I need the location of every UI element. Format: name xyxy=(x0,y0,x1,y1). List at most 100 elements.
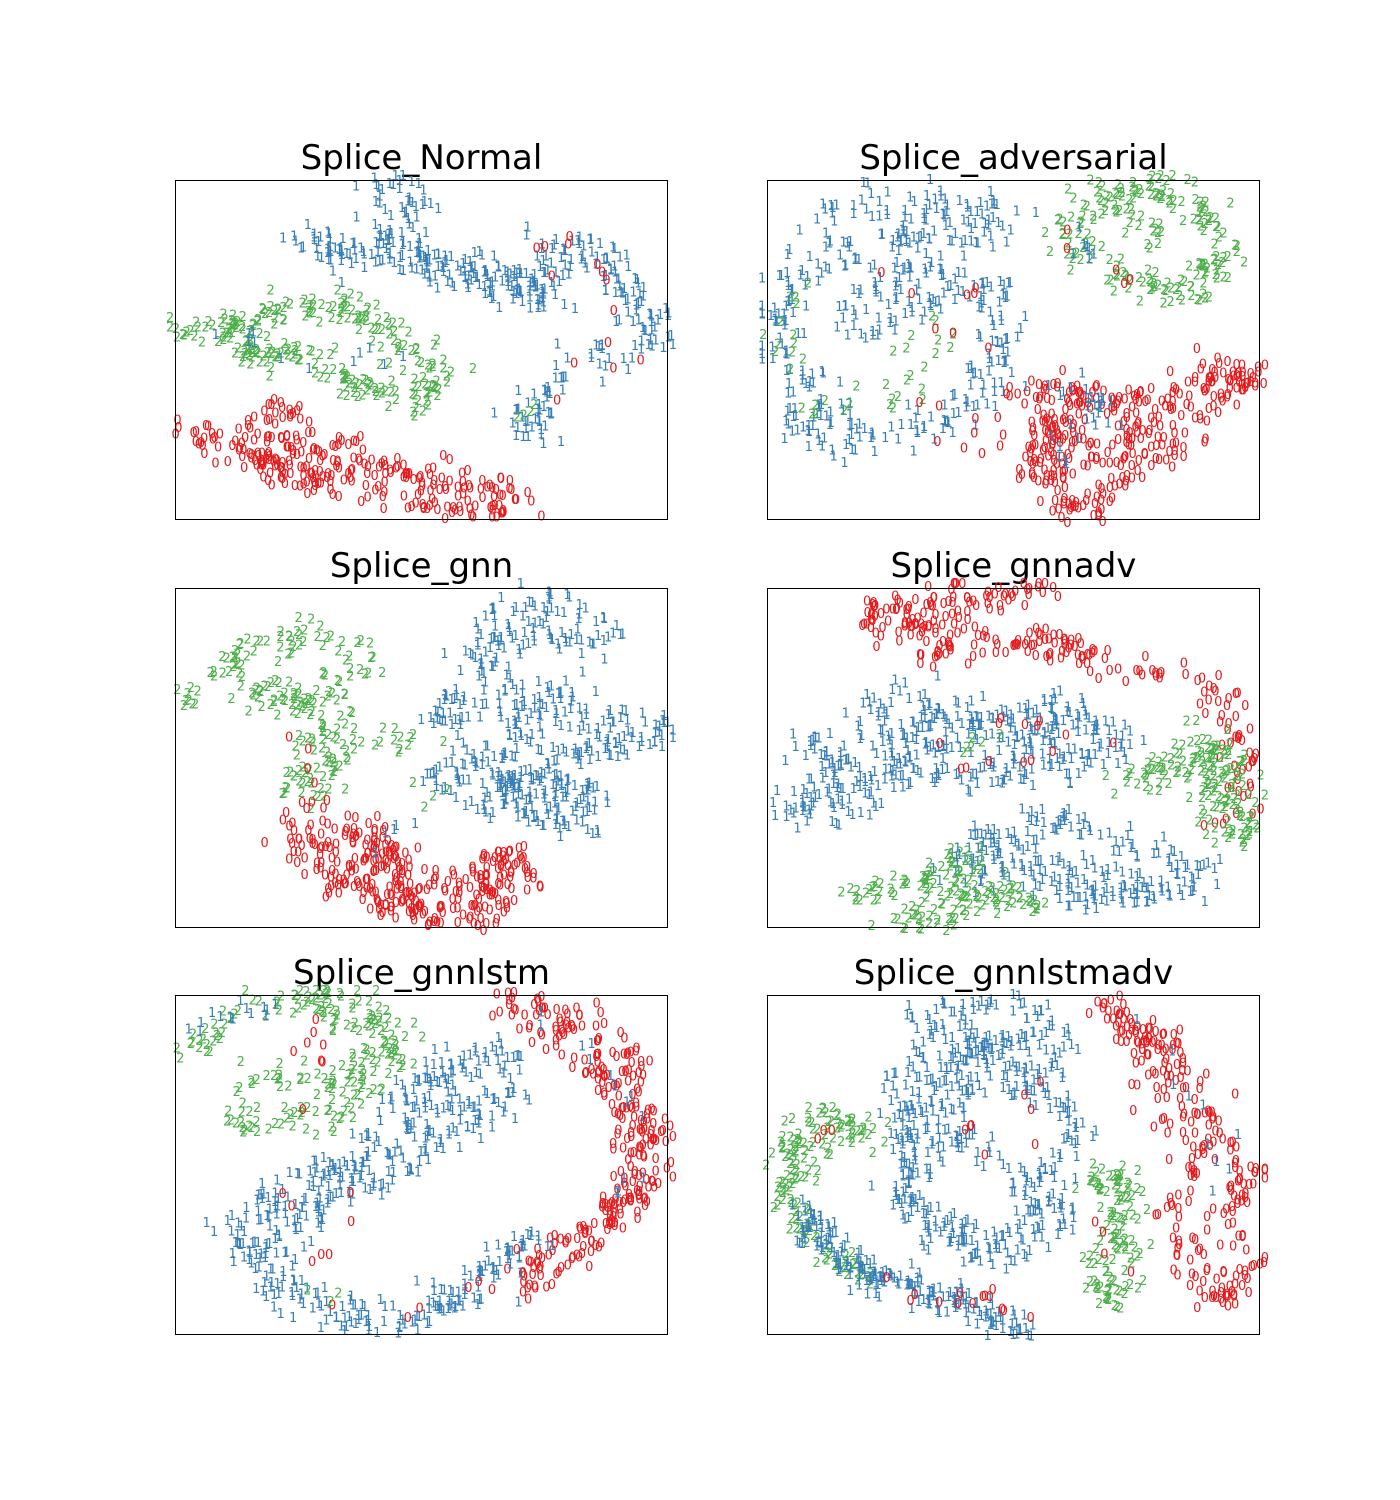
data-point: 2 xyxy=(1205,778,1213,793)
data-point: 1 xyxy=(528,728,536,743)
data-point: 0 xyxy=(500,869,508,884)
data-point: 0 xyxy=(1057,511,1065,526)
data-point: 1 xyxy=(1064,701,1072,716)
data-point: 1 xyxy=(490,750,498,765)
data-point: 2 xyxy=(359,1073,367,1088)
data-point: 1 xyxy=(943,713,951,728)
data-point: 2 xyxy=(298,786,306,801)
data-point: 0 xyxy=(372,864,380,879)
data-point: 1 xyxy=(794,327,802,342)
data-point: 1 xyxy=(270,1288,278,1303)
data-point: 2 xyxy=(323,631,331,646)
data-point: 0 xyxy=(936,737,944,752)
data-point: 2 xyxy=(252,343,260,358)
data-point: 1 xyxy=(1056,818,1064,833)
data-point: 0 xyxy=(322,891,330,906)
data-point: 0 xyxy=(625,1188,633,1203)
data-point: 1 xyxy=(460,265,468,280)
data-point: 1 xyxy=(563,351,571,366)
data-point: 1 xyxy=(601,359,609,374)
data-point: 2 xyxy=(1164,276,1172,291)
data-point: 2 xyxy=(390,1034,398,1049)
data-point: 2 xyxy=(430,339,438,354)
data-point: 1 xyxy=(547,680,555,695)
data-point: 1 xyxy=(875,312,883,327)
data-point: 2 xyxy=(1145,180,1153,195)
data-point: 1 xyxy=(1080,761,1088,776)
data-point: 1 xyxy=(1118,865,1126,880)
data-point: 0 xyxy=(637,1114,645,1129)
data-point: 0 xyxy=(1167,403,1175,418)
data-point: 0 xyxy=(1115,478,1123,493)
data-point: 0 xyxy=(1161,399,1169,414)
data-point: 0 xyxy=(393,460,401,475)
data-point: 0 xyxy=(914,612,922,627)
data-point: 1 xyxy=(639,290,647,305)
data-point: 2 xyxy=(350,1060,358,1075)
data-point: 1 xyxy=(352,252,360,267)
data-point: 0 xyxy=(946,643,954,658)
data-point: 2 xyxy=(227,1012,235,1027)
data-point: 1 xyxy=(531,413,539,428)
data-point: 0 xyxy=(1199,358,1207,373)
data-point: 2 xyxy=(253,681,261,696)
data-point: 0 xyxy=(1023,583,1031,598)
data-point: 2 xyxy=(295,764,303,779)
data-point: 0 xyxy=(374,896,382,911)
data-point: 1 xyxy=(826,406,834,421)
data-point: 1 xyxy=(611,265,619,280)
data-point: 0 xyxy=(1169,402,1177,417)
data-point: 1 xyxy=(637,731,645,746)
data-point: 2 xyxy=(333,283,341,298)
data-point: 2 xyxy=(1095,176,1103,191)
data-point: 2 xyxy=(290,687,298,702)
data-point: 0 xyxy=(1074,649,1082,664)
data-point: 0 xyxy=(468,861,476,876)
data-point: 1 xyxy=(628,351,636,366)
data-point: 2 xyxy=(1243,817,1251,832)
data-point: 2 xyxy=(312,1129,320,1144)
data-point: 1 xyxy=(609,240,617,255)
data-point: 2 xyxy=(1124,282,1132,297)
data-point: 0 xyxy=(931,622,939,637)
data-point: 0 xyxy=(1211,684,1219,699)
data-point: 1 xyxy=(819,197,827,212)
data-point: 2 xyxy=(225,665,233,680)
data-point: 1 xyxy=(788,425,796,440)
data-point: 0 xyxy=(1226,737,1234,752)
data-point: 2 xyxy=(1179,755,1187,770)
data-point: 2 xyxy=(325,1104,333,1119)
data-point: 0 xyxy=(657,1125,665,1140)
data-point: 1 xyxy=(534,403,542,418)
data-point: 0 xyxy=(533,993,541,1008)
data-point: 1 xyxy=(598,339,606,354)
data-point: 0 xyxy=(304,426,312,441)
data-point: 2 xyxy=(312,684,320,699)
data-point: 1 xyxy=(389,236,397,251)
data-point: 1 xyxy=(615,280,623,295)
data-point: 1 xyxy=(941,711,949,726)
data-point: 2 xyxy=(1136,295,1144,310)
data-point: 0 xyxy=(1232,687,1240,702)
data-point: 1 xyxy=(558,371,566,386)
data-point: 2 xyxy=(319,1006,327,1021)
data-point: 0 xyxy=(490,490,498,505)
data-point: 0 xyxy=(1091,497,1099,512)
data-point: 2 xyxy=(1199,199,1207,214)
data-point: 0 xyxy=(379,831,387,846)
data-point: 1 xyxy=(1061,454,1069,469)
data-point: 1 xyxy=(964,728,972,743)
data-point: 1 xyxy=(916,690,924,705)
data-point: 1 xyxy=(1048,758,1056,773)
data-point: 0 xyxy=(352,435,360,450)
data-point: 0 xyxy=(916,657,924,672)
data-point: 1 xyxy=(526,285,534,300)
data-point: 0 xyxy=(408,500,416,515)
data-point: 2 xyxy=(1224,744,1232,759)
data-point: 1 xyxy=(825,237,833,252)
data-point: 0 xyxy=(524,1292,532,1307)
data-point: 2 xyxy=(358,389,366,404)
data-point: 1 xyxy=(789,410,797,425)
data-point: 0 xyxy=(507,483,515,498)
data-point: 0 xyxy=(332,846,340,861)
